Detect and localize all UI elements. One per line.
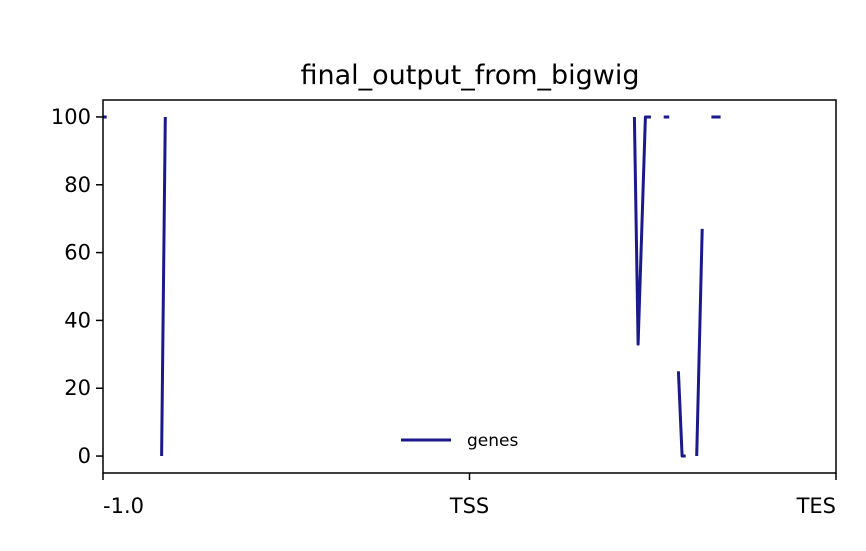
x-tick-label: -1.0 <box>103 494 144 518</box>
series-genes-segment-5 <box>695 228 704 457</box>
series-genes-segment-2 <box>632 115 651 346</box>
y-tick-label: 100 <box>51 105 91 129</box>
series-genes-segment-1 <box>160 116 167 457</box>
y-tick-label: 60 <box>64 241 91 265</box>
y-tick-label: 0 <box>78 444 91 468</box>
series-layer <box>103 115 721 458</box>
chart-title: final_output_from_bigwig <box>300 60 639 91</box>
legend: genes <box>401 431 518 451</box>
plot-frame <box>102 99 837 474</box>
x-tick-label: TES <box>796 494 836 518</box>
y-tick-label: 40 <box>64 308 91 332</box>
y-axis: 0 20 40 60 80 100 <box>51 105 103 468</box>
y-tick-label: 80 <box>64 173 91 197</box>
legend-label-genes: genes <box>467 431 518 451</box>
x-axis: -1.0 TSS TES <box>102 473 837 518</box>
y-tick-label: 20 <box>64 376 91 400</box>
x-tick-label: TSS <box>449 494 490 518</box>
series-genes-segment-4 <box>676 371 686 458</box>
